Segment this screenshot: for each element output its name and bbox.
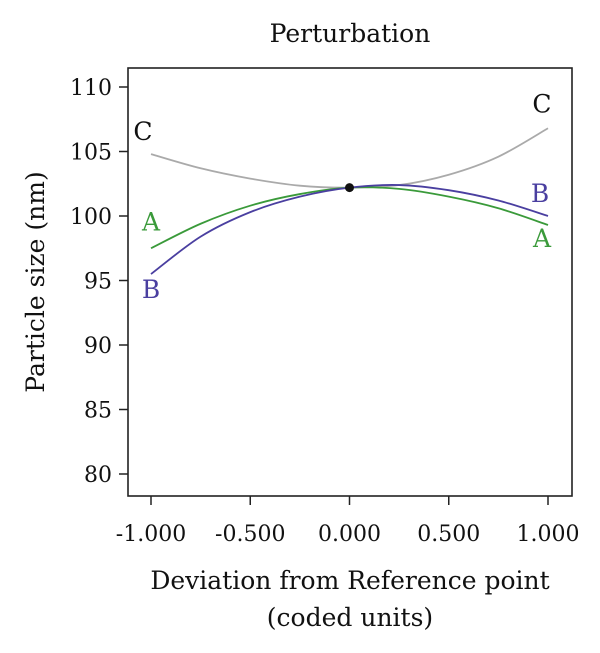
y-tick-label: 100 bbox=[70, 205, 112, 230]
x-axis-title-line-2: (coded units) bbox=[267, 603, 433, 632]
series-b-start-label: B bbox=[142, 275, 160, 304]
y-tick-label: 90 bbox=[84, 334, 112, 359]
x-tick-label: -0.500 bbox=[215, 522, 285, 547]
y-tick-label: 80 bbox=[84, 463, 112, 488]
x-tick-label: 0.500 bbox=[417, 522, 480, 547]
x-tick-label: -1.000 bbox=[116, 522, 186, 547]
series-c-end-label: C bbox=[532, 89, 551, 118]
x-axis-title-line-1: Deviation from Reference point bbox=[150, 566, 549, 595]
y-axis: 80 85 90 95 100 105 110 bbox=[70, 76, 128, 488]
series-c-start-label: C bbox=[133, 117, 152, 146]
series-b-line bbox=[150, 184, 549, 275]
x-tick-label: 0.000 bbox=[318, 522, 381, 547]
series-c-line bbox=[150, 127, 549, 189]
y-axis-title: Particle size (nm) bbox=[21, 171, 50, 392]
reference-point-marker bbox=[345, 183, 354, 193]
series-a-end-label: A bbox=[532, 224, 552, 253]
x-tick-label: 1.000 bbox=[517, 522, 580, 547]
y-tick-label: 110 bbox=[70, 76, 112, 101]
y-tick-label: 85 bbox=[84, 399, 112, 424]
series-a-start-label: A bbox=[141, 207, 161, 236]
chart-title: Perturbation bbox=[270, 19, 431, 48]
plot-frame bbox=[127, 67, 573, 497]
series-a-line bbox=[150, 186, 549, 250]
series-b-end-label: B bbox=[531, 179, 549, 208]
y-tick-label: 95 bbox=[84, 270, 112, 295]
y-tick-label: 105 bbox=[70, 141, 112, 166]
x-axis: -1.000 -0.500 0.000 0.500 1.000 bbox=[116, 496, 580, 547]
